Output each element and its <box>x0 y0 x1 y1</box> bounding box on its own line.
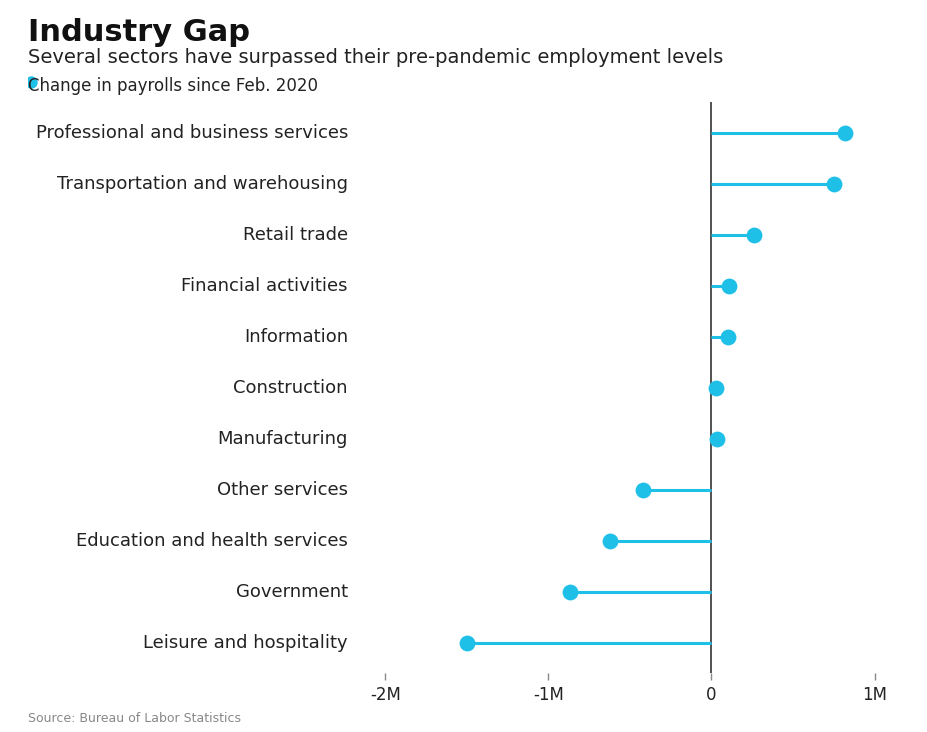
Point <box>745 229 760 241</box>
Point <box>635 484 650 496</box>
Text: Leisure and hospitality: Leisure and hospitality <box>143 634 348 652</box>
Text: Source: Bureau of Labor Statistics: Source: Bureau of Labor Statistics <box>28 712 241 725</box>
Point <box>603 535 617 547</box>
Text: Transportation and warehousing: Transportation and warehousing <box>57 175 348 193</box>
Text: Industry Gap: Industry Gap <box>28 18 249 48</box>
Point <box>708 382 723 394</box>
Point <box>459 637 474 649</box>
Point <box>825 178 840 190</box>
Text: Financial activities: Financial activities <box>182 277 348 295</box>
Text: Construction: Construction <box>234 379 348 397</box>
Text: Professional and business services: Professional and business services <box>35 124 348 142</box>
Point <box>562 586 577 598</box>
Text: Manufacturing: Manufacturing <box>218 430 348 448</box>
Text: Government: Government <box>235 583 348 601</box>
Text: Education and health services: Education and health services <box>76 532 348 550</box>
Text: Change in payrolls since Feb. 2020: Change in payrolls since Feb. 2020 <box>28 77 317 95</box>
Point <box>719 331 734 343</box>
Text: Retail trade: Retail trade <box>243 226 348 244</box>
Text: Information: Information <box>244 328 348 346</box>
Point <box>709 433 724 445</box>
Text: Other services: Other services <box>217 481 348 499</box>
Point <box>23 76 38 88</box>
Text: Several sectors have surpassed their pre-pandemic employment levels: Several sectors have surpassed their pre… <box>28 48 722 67</box>
Point <box>837 127 852 139</box>
Point <box>721 280 736 292</box>
